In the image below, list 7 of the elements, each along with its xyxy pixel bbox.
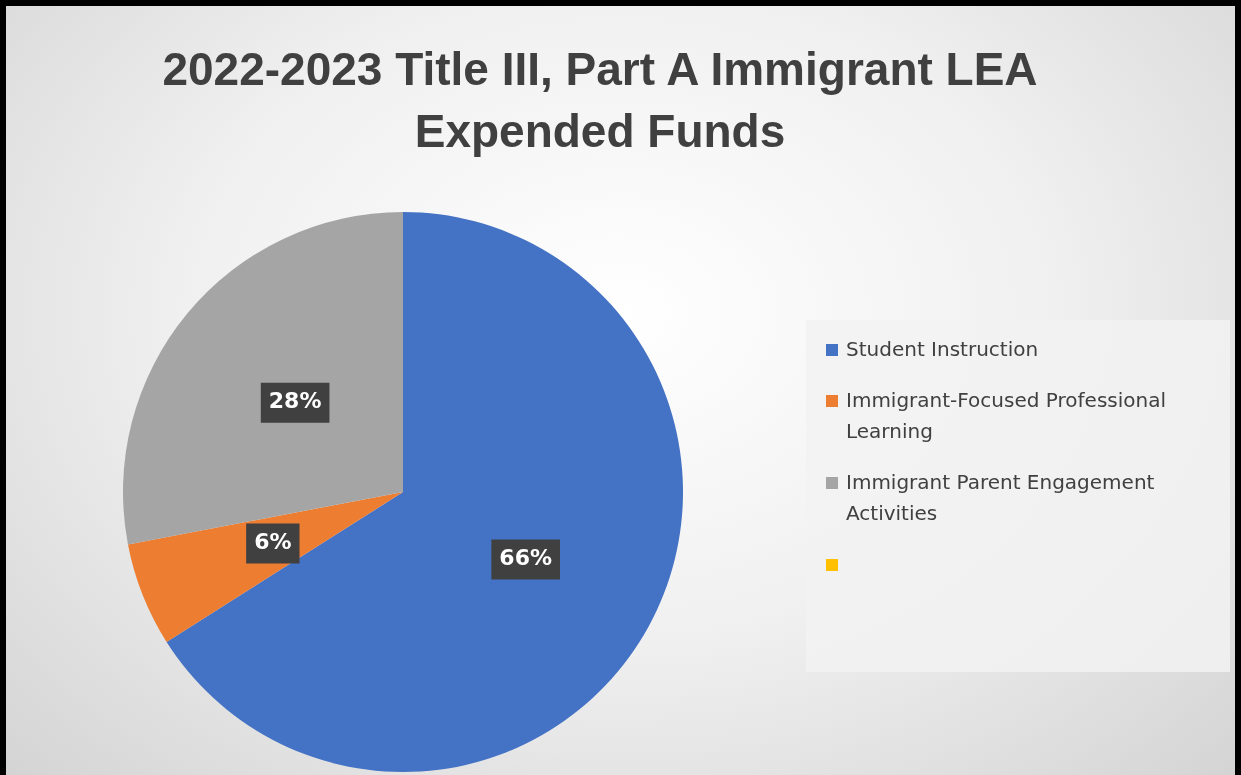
legend-label: Immigrant-Focused Professional Learning: [846, 387, 1167, 445]
data-label: 6%: [254, 529, 292, 555]
legend-label: Student Instruction: [846, 336, 1039, 363]
data-label: 28%: [268, 388, 322, 414]
data-label: 66%: [499, 545, 553, 571]
legend-label: Immigrant Parent Engagement Activities: [846, 469, 1156, 527]
chart-title: 2022-2023 Title III, Part A Immigrant LEA Expended Funds: [161, 42, 1039, 159]
